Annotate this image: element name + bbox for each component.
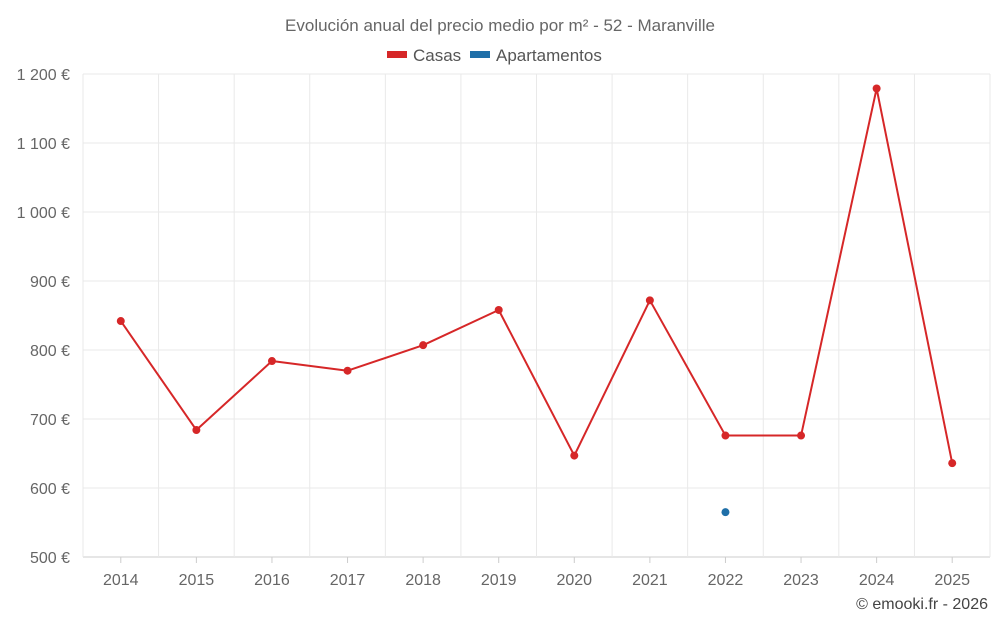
y-tick-label: 800 € (30, 343, 70, 360)
data-point-casas-2014[interactable] (116, 317, 125, 326)
data-point-casas-2019[interactable] (494, 305, 503, 314)
legend-swatch-apartamentos (470, 51, 490, 58)
grid (82, 73, 991, 558)
legend-item-apartamentos[interactable]: Apartamentos (470, 46, 602, 65)
data-point-casas-2024[interactable] (872, 84, 881, 93)
data-point-casas-2021[interactable] (645, 296, 654, 305)
x-tick-label: 2022 (708, 572, 744, 589)
y-tick-label: 700 € (30, 412, 70, 429)
x-tick-label: 2023 (783, 572, 819, 589)
x-tick-label: 2019 (481, 572, 517, 589)
data-point-casas-2017[interactable] (343, 366, 352, 375)
legend-label-apartamentos: Apartamentos (496, 46, 602, 65)
data-point-casas-2020[interactable] (570, 451, 579, 460)
series-layer (116, 84, 957, 517)
x-tick-label: 2017 (330, 572, 366, 589)
x-tick-label: 2021 (632, 572, 668, 589)
y-tick-label: 1 100 € (17, 136, 70, 153)
data-point-casas-2016[interactable] (267, 357, 276, 366)
data-point-apartamentos-2022[interactable] (721, 508, 730, 517)
y-tick-label: 1 200 € (17, 67, 70, 84)
y-tick-label: 600 € (30, 481, 70, 498)
y-axis-ticks: 500 € 600 € 700 € 800 € 900 € 1 000 € 1 100 € 1… (17, 67, 70, 567)
y-tick-label: 1 000 € (17, 205, 70, 222)
data-point-casas-2022[interactable] (721, 431, 730, 440)
x-tick-label: 2014 (103, 572, 139, 589)
legend-swatch-casas (387, 51, 407, 58)
series-apartamentos (721, 508, 730, 517)
data-point-casas-2018[interactable] (419, 341, 428, 350)
legend-label-casas: Casas (413, 46, 461, 65)
chart-title: Evolución anual del precio medio por m² … (285, 16, 715, 35)
series-casas (116, 84, 957, 468)
x-tick-label: 2016 (254, 572, 290, 589)
y-tick-label: 500 € (30, 550, 70, 567)
data-point-casas-2015[interactable] (192, 426, 201, 435)
x-axis-ticks: 2014 2015 2016 2017 2018 2019 2020 2021 2022 2023… (103, 557, 970, 589)
x-tick-label: 2015 (179, 572, 215, 589)
legend: Casas Apartamentos (387, 46, 602, 65)
legend-item-casas[interactable]: Casas (387, 46, 461, 65)
series-line-casas (119, 87, 954, 464)
data-point-casas-2023[interactable] (797, 431, 806, 440)
x-tick-label: 2020 (556, 572, 592, 589)
x-tick-label: 2024 (859, 572, 895, 589)
credit-text: © emooki.fr - 2026 (856, 596, 988, 613)
x-tick-label: 2025 (934, 572, 970, 589)
data-point-casas-2025[interactable] (948, 459, 957, 468)
x-tick-label: 2018 (405, 572, 441, 589)
y-tick-label: 900 € (30, 274, 70, 291)
